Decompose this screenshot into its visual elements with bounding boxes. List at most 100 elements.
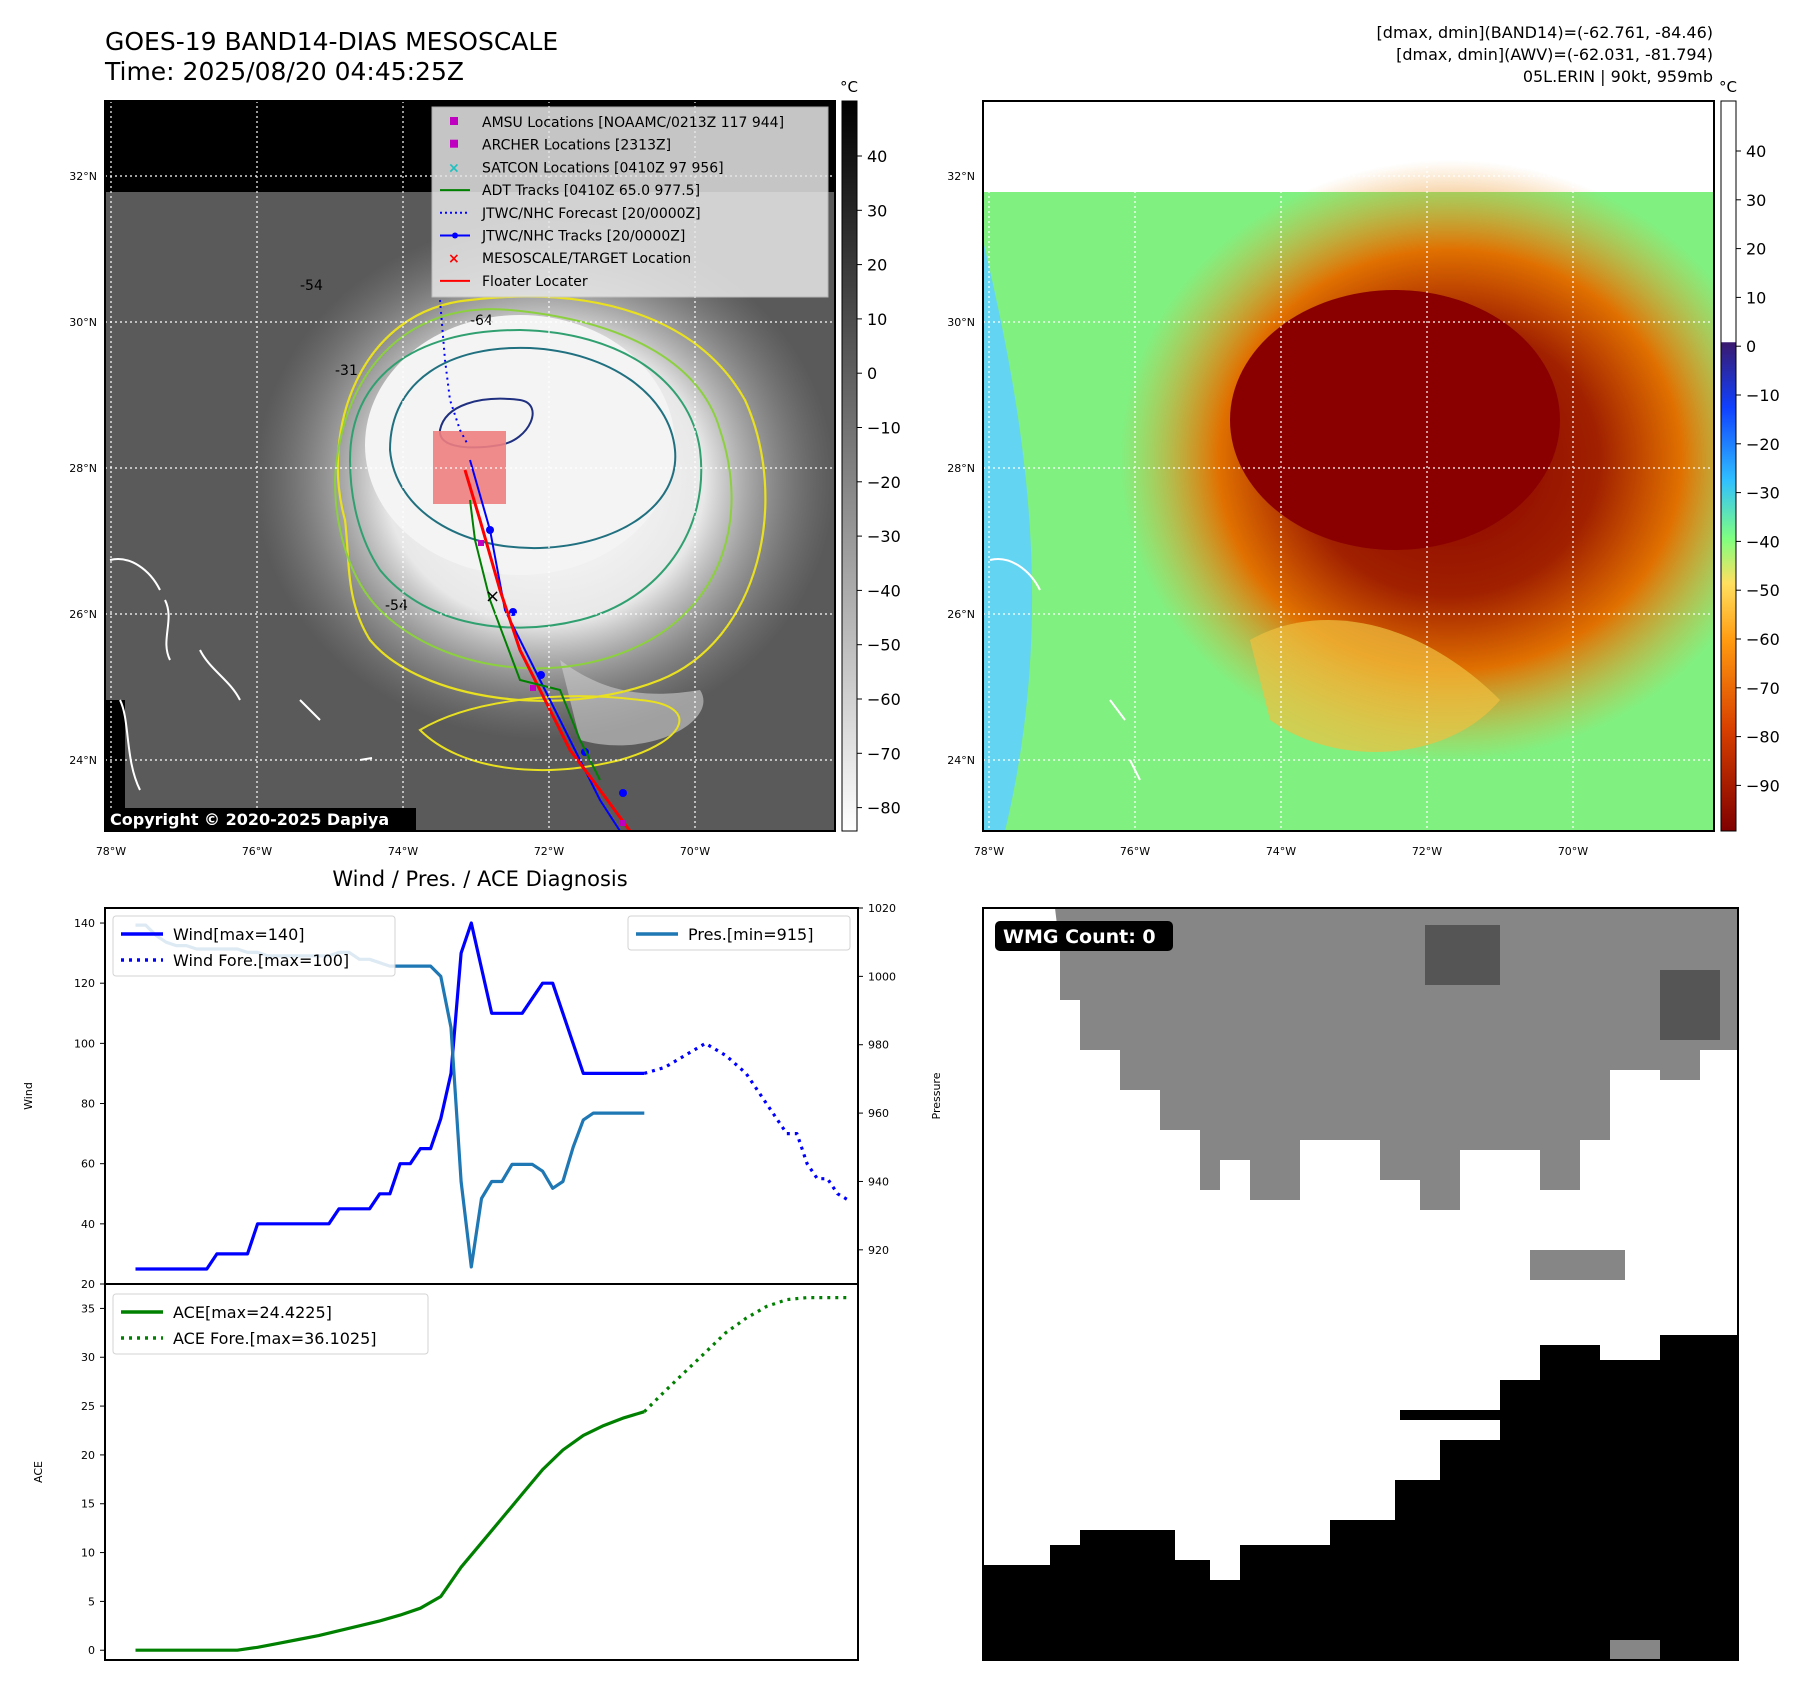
ir-map-panel: -54 -64 -31 -54 ×: [69, 78, 901, 858]
wv-colorbar: [1720, 100, 1737, 832]
chart-legend-box: [627, 915, 851, 951]
colorbar-tick-label: −60: [867, 690, 901, 709]
ir-contour-core: [388, 346, 677, 550]
colorbar-tick-label: −10: [1746, 386, 1780, 405]
wmg-gray-region: [1055, 908, 1738, 1210]
colorbar-tick-label: −30: [1746, 484, 1780, 503]
info-band14-range: [dmax, dmin](BAND14)=(-62.761, -84.46): [1377, 23, 1713, 42]
wind-axis-label: Wind: [22, 1082, 35, 1110]
lon-tick-label: 70°W: [1558, 845, 1588, 858]
archer-location-marker: [620, 820, 626, 826]
colorbar-tick-label: −80: [867, 799, 901, 818]
y-tick-label: 35: [81, 1302, 95, 1315]
adt-track: [469, 499, 601, 781]
colorbar-tick-label: −40: [1746, 532, 1780, 551]
ir-no-data-edge: [105, 700, 125, 831]
lon-tick-label: 76°W: [1120, 845, 1150, 858]
wmg-panel: WMG Count: 0: [982, 907, 1739, 1661]
lon-tick-label: 70°W: [680, 845, 710, 858]
wmg-count-badge: [995, 921, 1173, 951]
y-tick-label: 40: [81, 1218, 95, 1231]
ir-central-dense-overcast: [365, 315, 675, 575]
colorbar-tick-label: −20: [867, 473, 901, 492]
colorbar-tick-label: −90: [1746, 776, 1780, 795]
jtwc-track-point: [486, 526, 494, 534]
wv-colorbar-unit: °C: [1719, 78, 1737, 96]
mesoscale-target-marker: ×: [485, 586, 500, 607]
lat-tick-label: 28°N: [69, 462, 97, 475]
copyright-box: [106, 808, 416, 830]
colorbar-tick-label: 0: [867, 364, 877, 383]
lat-tick-label: 28°N: [947, 462, 975, 475]
colorbar-tick-label: −40: [867, 581, 901, 600]
y-right-tick-label: 1000: [868, 970, 896, 983]
wv-map-panel: 32°N 30°N 28°N 26°N 24°N 78°W 76°W 74°W 72°W 70°…: [947, 78, 1780, 858]
jtwc-track-point: [509, 608, 517, 616]
colorbar-tick-label: −30: [867, 527, 901, 546]
colorbar-tick-label: −10: [867, 419, 901, 438]
chart-legend-label: Wind[max=140]: [173, 925, 305, 944]
legend-label: ADT Tracks [0410Z 65.0 977.5]: [482, 183, 700, 199]
colorbar-tick-label: 10: [867, 310, 887, 329]
ir-legend: AMSU Locations [NOAAMC/0213Z 117 944] ARC…: [431, 106, 829, 298]
lon-tick-label: 76°W: [242, 845, 272, 858]
lon-tick-label: 72°W: [1412, 845, 1442, 858]
legend-marker: [450, 117, 458, 125]
colorbar-tick-label: −60: [1746, 630, 1780, 649]
wv-core: [1230, 290, 1560, 550]
ir-contour-outer: [336, 295, 767, 702]
colorbar-tick-label: −70: [867, 744, 901, 763]
wv-frame: [982, 100, 1715, 832]
ir-contour-band: [418, 695, 681, 771]
legend-item: JTWC/NHC Forecast [20/0000Z]: [440, 206, 701, 222]
wmg-gray-patch: [1530, 1250, 1625, 1280]
lat-tick-label: 30°N: [947, 316, 975, 329]
legend-label: ARCHER Locations [2313Z]: [482, 138, 671, 154]
jtwc-track-point: [619, 789, 627, 797]
legend-item: × SATCON Locations [0410Z 97 956]: [448, 160, 724, 176]
colorbar-tick-label: −20: [1746, 435, 1780, 454]
colorbar-tick-label: 10: [1746, 288, 1766, 307]
legend-label: JTWC/NHC Tracks [20/0000Z]: [481, 229, 685, 245]
ir-colorbar: [841, 100, 858, 832]
chart-legend-label: Pres.[min=915]: [688, 925, 813, 944]
series-line: [643, 1295, 848, 1413]
y-tick-label: 120: [74, 977, 95, 990]
y-tick-label: 20: [81, 1278, 95, 1291]
legend-item: ARCHER Locations [2313Z]: [450, 138, 671, 154]
pressure-axis-label: Pressure: [930, 1072, 943, 1119]
chart-legend-label: Wind Fore.[max=100]: [173, 951, 349, 970]
y-tick-label: 100: [74, 1037, 95, 1050]
info-awv-range: [dmax, dmin](AWV)=(-62.031, -81.794): [1396, 45, 1713, 64]
legend-marker: [450, 139, 458, 148]
lat-tick-label: 24°N: [947, 754, 975, 767]
y-right-tick-label: 1020: [868, 902, 896, 915]
y-tick-label: 25: [81, 1400, 95, 1413]
wmg-gray-patch: [1610, 1640, 1660, 1660]
wmg-white-hole: [1445, 1380, 1485, 1410]
chart-legend-box: [112, 915, 396, 977]
contour-label-1: -54: [300, 278, 323, 294]
lat-tick-label: 26°N: [69, 608, 97, 621]
ir-contour-inner: [348, 328, 703, 629]
legend-label: Floater Locater: [482, 274, 588, 290]
amsu-location-marker: [478, 540, 484, 546]
lon-tick-label: 74°W: [1266, 845, 1296, 858]
legend-item: JTWC/NHC Tracks [20/0000Z]: [440, 229, 685, 245]
legend-item: × MESOSCALE/TARGET Location: [448, 251, 691, 267]
wv-gridlines: [983, 101, 1714, 831]
wmg-dark-region: [1425, 925, 1500, 985]
legend-item: Floater Locater: [440, 274, 588, 290]
legend-item: ADT Tracks [0410Z 65.0 977.5]: [440, 183, 700, 199]
y-right-tick-label: 940: [868, 1175, 889, 1188]
colorbar-tick-label: 40: [1746, 142, 1766, 161]
wv-coastline: [989, 558, 1141, 781]
figure-time: Time: 2025/08/20 04:45:25Z: [104, 57, 464, 86]
legend-marker-dot: [452, 232, 458, 239]
ir-frame: [104, 100, 836, 832]
contour-label-2: -64: [470, 313, 493, 329]
y-right-tick-label: 920: [868, 1244, 889, 1257]
wmg-dark-region: [1660, 970, 1720, 1040]
lat-tick-label: 32°N: [69, 170, 97, 183]
